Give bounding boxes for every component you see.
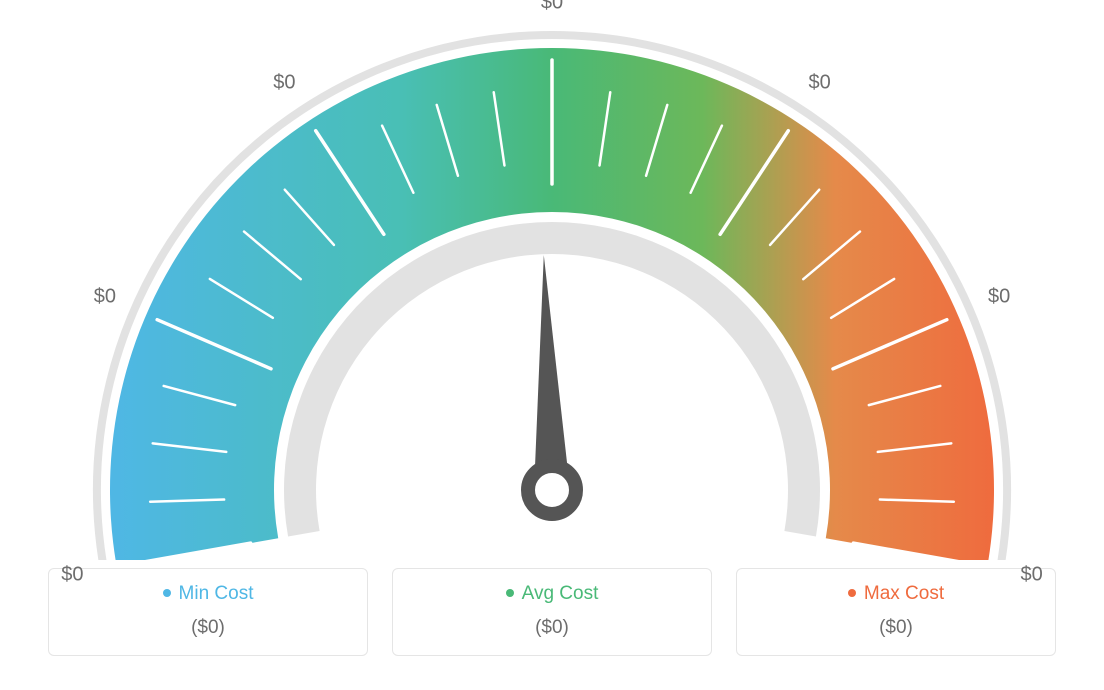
legend-row: Min Cost ($0) Avg Cost ($0) Max Cost ($0…: [0, 568, 1104, 656]
legend-card-max: Max Cost ($0): [736, 568, 1056, 656]
dot-icon: [848, 589, 856, 597]
legend-title-text: Min Cost: [179, 583, 254, 605]
legend-card-avg: Avg Cost ($0): [392, 568, 712, 656]
gauge-svg: [0, 0, 1104, 560]
legend-title-max: Max Cost: [848, 583, 944, 605]
gauge-tick-label: $0: [1020, 563, 1042, 586]
legend-title-text: Max Cost: [864, 583, 944, 605]
gauge-tick-label: $0: [988, 286, 1010, 309]
legend-value-min: ($0): [49, 617, 367, 639]
legend-title-text: Avg Cost: [522, 583, 599, 605]
gauge-tick-label: $0: [94, 286, 116, 309]
legend-title-avg: Avg Cost: [506, 583, 599, 605]
gauge-tick-label: $0: [273, 72, 295, 95]
gauge-tick-label: $0: [61, 563, 83, 586]
legend-value-avg: ($0): [393, 617, 711, 639]
legend-value-max: ($0): [737, 617, 1055, 639]
gauge-tick-label: $0: [808, 72, 830, 95]
dot-icon: [506, 589, 514, 597]
gauge-chart: $0$0$0$0$0$0$0: [0, 0, 1104, 560]
dot-icon: [163, 589, 171, 597]
legend-card-min: Min Cost ($0): [48, 568, 368, 656]
legend-title-min: Min Cost: [163, 583, 254, 605]
gauge-tick-label: $0: [541, 0, 563, 15]
